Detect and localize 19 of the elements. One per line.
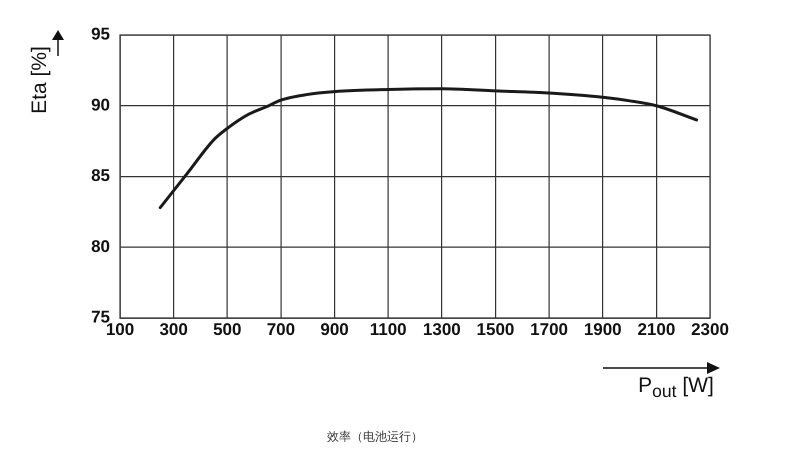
x-tick-label: 1300	[422, 320, 461, 339]
x-tick-label: 500	[213, 320, 242, 339]
x-tick-label: 1100	[370, 320, 407, 339]
y-tick-label: 85	[91, 166, 110, 186]
y-tick-label: 80	[91, 236, 110, 256]
x-tick-label: 1500	[476, 320, 514, 339]
x-tick-label: 1700	[530, 320, 568, 339]
x-tick-label: 2300	[691, 320, 729, 339]
x-tick-label: 1900	[584, 320, 622, 339]
x-tick-label: 700	[266, 320, 296, 339]
y-tick-label: 90	[91, 95, 110, 114]
x-axis-title: P$_{out}$ [W]	[638, 374, 714, 402]
y-axis-title: Eta [%]	[28, 46, 52, 114]
x-tick-label: 300	[159, 320, 188, 339]
x-tick-label: 900	[320, 320, 349, 339]
y-tick-label: 95	[91, 24, 110, 44]
text: 效率（电池运行）	[327, 428, 423, 446]
x-tick-label: 2100	[637, 320, 676, 339]
line-series	[158, 87, 698, 210]
